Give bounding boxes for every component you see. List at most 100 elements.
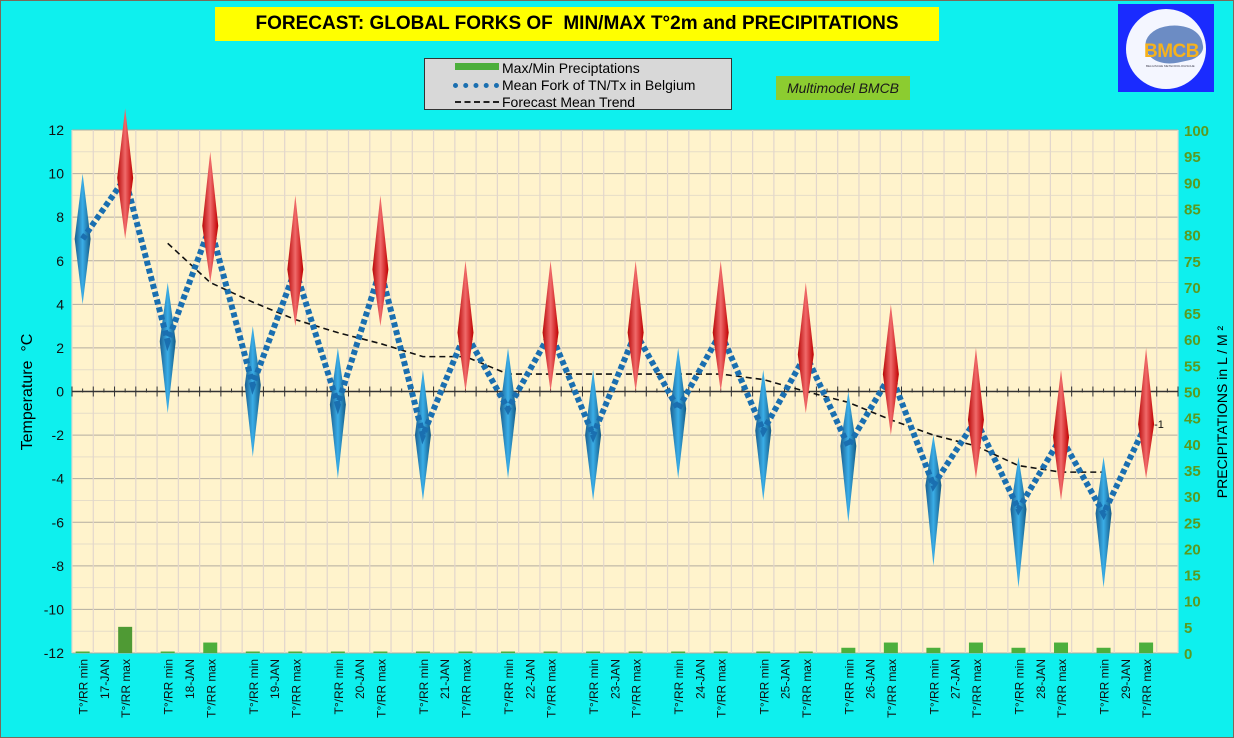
x-tick-label-date: 24-JAN: [693, 659, 707, 699]
precip-bar: [968, 642, 983, 653]
max-fork-marker: [967, 347, 984, 479]
bmcb-logo: BMCB BELGISCHE METEOROLOGISCHE: [1118, 4, 1214, 92]
x-tick-label-min: T°/RR min: [332, 659, 346, 714]
y2-tick-label: 50: [1184, 385, 1201, 402]
x-tick-label-date: 20-JAN: [353, 659, 367, 699]
max-fork-marker: [1138, 347, 1155, 479]
precip-bar: [756, 651, 771, 653]
y2-tick-label: 85: [1184, 201, 1201, 218]
legend-item-precipitations: Max/Min Preciptations: [425, 59, 640, 76]
legend-item-mean-fork: Mean Fork of TN/Tx in Belgium: [425, 76, 695, 93]
y2-tick-label: 95: [1184, 149, 1201, 166]
chart-legend: Max/Min Preciptations Mean Fork of TN/Tx…: [424, 58, 732, 110]
x-tick-label-min: T°/RR min: [502, 659, 516, 714]
x-tick-label-min: T°/RR min: [927, 659, 941, 714]
max-fork-marker: [797, 282, 814, 414]
precip-bar: [373, 651, 388, 653]
chart-title: FORECAST: GLOBAL FORKS OF MIN/MAX T°2m a…: [215, 7, 939, 41]
y2-tick-label: 75: [1184, 254, 1201, 271]
y-tick-label: 12: [48, 122, 64, 138]
y2-tick-label: 100: [1184, 123, 1209, 140]
precip-bar: [671, 651, 686, 653]
x-tick-label-date: 26-JAN: [864, 659, 878, 699]
legend-label: Max/Min Preciptations: [502, 59, 640, 76]
precip-bar: [586, 651, 601, 653]
legend-label: Mean Fork of TN/Tx in Belgium: [502, 76, 696, 93]
y-tick-label: 2: [56, 340, 64, 356]
max-fork-marker: [287, 195, 304, 327]
max-fork-marker: [457, 260, 474, 392]
y2-tick-label: 45: [1184, 411, 1201, 428]
x-tick-label-min: T°/RR min: [1012, 659, 1026, 714]
x-tick-label-min: T°/RR min: [162, 659, 176, 714]
y2-tick-label: 5: [1184, 620, 1192, 637]
y-tick-label: 0: [56, 384, 64, 400]
mean-fork-line: [80, 170, 1149, 521]
precip-bar: [713, 651, 728, 653]
max-fork-marker: [117, 108, 134, 239]
x-tick-label-max: T°/RR max: [374, 659, 388, 718]
trend-line: [167, 242, 1104, 473]
x-tick-label-date: 27-JAN: [949, 659, 963, 699]
min-fork-marker: [1010, 456, 1027, 588]
x-tick-label-min: T°/RR min: [1098, 659, 1112, 714]
min-fork-marker: [670, 347, 687, 479]
x-tick-label-max: T°/RR max: [1140, 659, 1154, 718]
y2-tick-label: 65: [1184, 306, 1201, 323]
x-tick-label-max: T°/RR max: [459, 659, 473, 718]
x-tick-label-min: T°/RR min: [77, 659, 91, 714]
multimodel-badge: Multimodel BMCB: [776, 76, 910, 100]
y2-tick-label: 30: [1184, 489, 1201, 506]
x-tick-label-date: 22-JAN: [523, 659, 537, 699]
x-tick-label-date: 29-JAN: [1119, 659, 1133, 699]
x-tick-label-max: T°/RR max: [119, 659, 133, 718]
x-tick-label-max: T°/RR max: [800, 659, 814, 718]
max-fork-marker: [882, 304, 899, 436]
precip-bar: [1011, 647, 1026, 653]
x-tick-label-max: T°/RR max: [715, 659, 729, 718]
precip-bar: [118, 626, 133, 653]
max-fork-marker: [1053, 369, 1070, 501]
black-dashed-line-icon: [453, 93, 499, 110]
precip-bar: [245, 651, 260, 653]
y2-tick-label: 10: [1184, 594, 1201, 611]
y-tick-label: 6: [56, 253, 64, 269]
green-bar-icon: [453, 59, 499, 76]
legend-label: Forecast Mean Trend: [502, 93, 636, 110]
precip-bar: [841, 647, 856, 653]
y2-tick-label: 55: [1184, 358, 1201, 375]
y2-tick-label: 70: [1184, 280, 1201, 297]
y-tick-label: 10: [48, 166, 64, 182]
min-fork-marker: [925, 435, 942, 566]
x-tick-label-date: 23-JAN: [608, 659, 622, 699]
x-tick-label-min: T°/RR min: [247, 659, 261, 714]
min-fork-marker: [1095, 456, 1112, 588]
y-tick-label: -6: [52, 514, 65, 530]
precip-bar: [1096, 647, 1111, 653]
x-tick-label-max: T°/RR max: [970, 659, 984, 718]
y2-tick-label: 0: [1184, 646, 1192, 663]
y2-tick-label: 90: [1184, 175, 1201, 192]
precip-bar: [628, 651, 643, 653]
x-tick-label-min: T°/RR min: [417, 659, 431, 714]
precip-bar: [883, 642, 898, 653]
precip-bar: [75, 651, 90, 653]
y-tick-label: -10: [44, 601, 64, 617]
y2-tick-label: 80: [1184, 228, 1201, 245]
max-fork-marker: [202, 151, 219, 283]
legend-item-trend: Forecast Mean Trend: [425, 93, 635, 110]
max-fork-marker: [542, 260, 559, 392]
logo-text: BMCB: [1144, 41, 1200, 62]
precip-bar: [160, 651, 175, 653]
x-tick-label-date: 17-JAN: [98, 659, 112, 699]
y-tick-label: 8: [56, 209, 64, 225]
y2-tick-label: 20: [1184, 541, 1201, 558]
y-tick-label: -4: [52, 471, 65, 487]
precip-bar: [1139, 642, 1154, 653]
min-fork-marker: [840, 391, 857, 523]
x-tick-label-date: 18-JAN: [183, 659, 197, 699]
x-tick-label-min: T°/RR min: [672, 659, 686, 714]
y2-tick-label: 60: [1184, 332, 1201, 349]
y2-tick-label: 35: [1184, 463, 1201, 480]
